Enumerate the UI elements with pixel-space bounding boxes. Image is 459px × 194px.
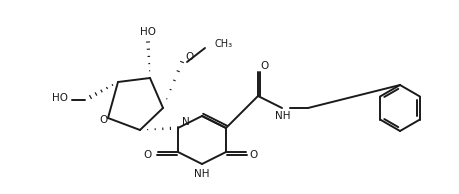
Text: HO: HO bbox=[140, 27, 156, 37]
Text: CH₃: CH₃ bbox=[214, 39, 233, 49]
Text: HO: HO bbox=[52, 93, 68, 103]
Text: N: N bbox=[182, 117, 190, 127]
Text: NH: NH bbox=[194, 169, 209, 179]
Text: O: O bbox=[100, 115, 108, 125]
Text: O: O bbox=[249, 150, 257, 160]
Text: O: O bbox=[185, 52, 193, 62]
Text: NH: NH bbox=[274, 111, 290, 121]
Text: O: O bbox=[144, 150, 152, 160]
Text: O: O bbox=[260, 61, 269, 71]
